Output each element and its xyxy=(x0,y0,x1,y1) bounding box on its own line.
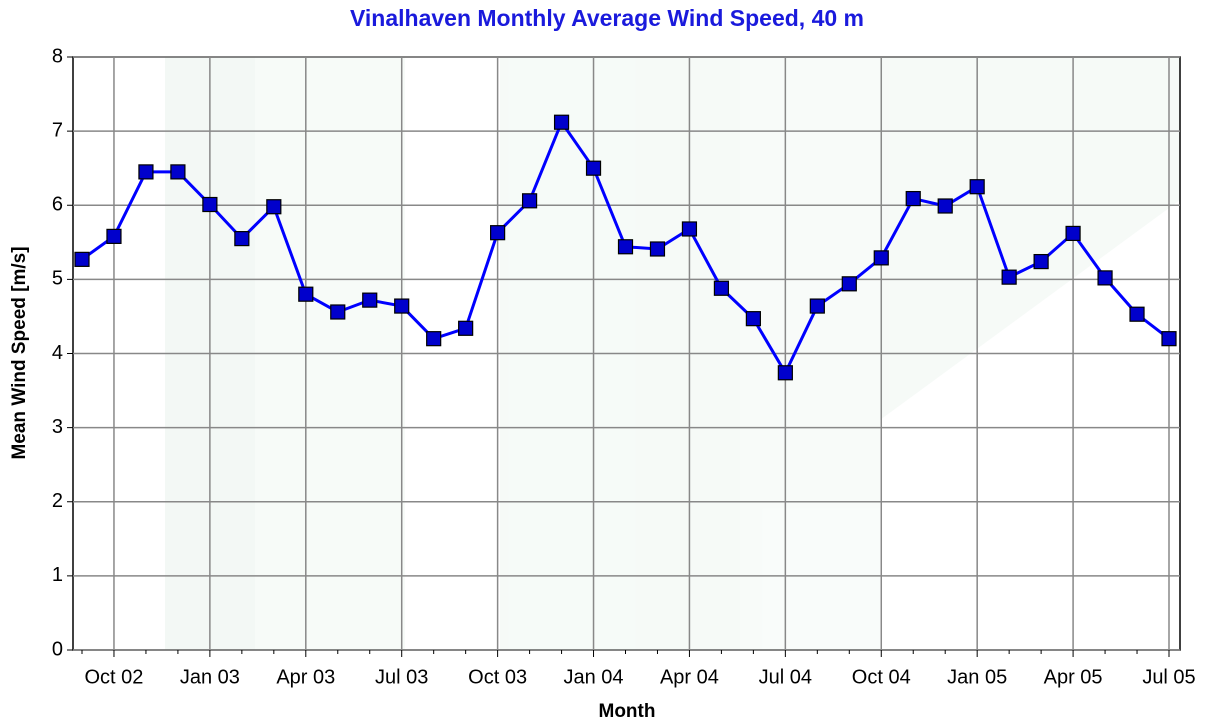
data-point xyxy=(107,229,121,243)
x-tick-label: Jul 05 xyxy=(1142,666,1195,688)
data-point xyxy=(139,165,153,179)
data-point xyxy=(363,293,377,307)
data-point xyxy=(1098,271,1112,285)
data-point xyxy=(874,251,888,265)
y-tick-label: 1 xyxy=(52,564,63,586)
data-point xyxy=(587,161,601,175)
data-point xyxy=(75,252,89,266)
data-point xyxy=(842,277,856,291)
y-tick-label: 2 xyxy=(52,490,63,512)
y-tick-label: 3 xyxy=(52,416,63,438)
data-point xyxy=(1066,226,1080,240)
data-point xyxy=(1002,270,1016,284)
data-point xyxy=(682,222,696,236)
data-point xyxy=(778,366,792,380)
x-tick-label: Jul 03 xyxy=(375,666,428,688)
x-tick-label: Apr 04 xyxy=(660,666,719,688)
x-axis-title: Month xyxy=(599,701,656,722)
x-tick-label: Oct 04 xyxy=(852,666,911,688)
x-tick-label: Jul 04 xyxy=(759,666,812,688)
y-tick-label: 8 xyxy=(52,45,63,67)
data-point xyxy=(171,165,185,179)
data-point xyxy=(714,281,728,295)
chart: Vinalhaven Monthly Average Wind Speed, 4… xyxy=(0,0,1215,725)
x-tick-label: Oct 02 xyxy=(85,666,144,688)
y-tick-label: 4 xyxy=(52,342,63,364)
data-point xyxy=(810,299,824,313)
data-point xyxy=(938,199,952,213)
data-point xyxy=(427,332,441,346)
x-tick-label: Jan 05 xyxy=(947,666,1007,688)
y-tick-label: 0 xyxy=(52,638,63,660)
y-tick-label: 6 xyxy=(52,194,63,216)
data-point xyxy=(523,194,537,208)
data-point xyxy=(299,287,313,301)
data-point xyxy=(1034,255,1048,269)
data-point xyxy=(331,305,345,319)
data-point xyxy=(906,192,920,206)
x-tick-label: Jan 04 xyxy=(563,666,623,688)
x-tick-label: Apr 05 xyxy=(1044,666,1103,688)
chart-title: Vinalhaven Monthly Average Wind Speed, 4… xyxy=(350,5,864,31)
data-point xyxy=(650,242,664,256)
data-point xyxy=(970,180,984,194)
x-tick-label: Oct 03 xyxy=(468,666,527,688)
data-point xyxy=(1130,307,1144,321)
y-tick-label: 5 xyxy=(52,268,63,290)
data-point xyxy=(746,312,760,326)
y-axis-title: Mean Wind Speed [m/s] xyxy=(9,246,30,459)
y-tick-label: 7 xyxy=(52,119,63,141)
data-point xyxy=(267,200,281,214)
data-point xyxy=(203,198,217,212)
data-point xyxy=(619,240,633,254)
data-point xyxy=(235,232,249,246)
data-point xyxy=(459,321,473,335)
data-point xyxy=(1162,332,1176,346)
data-point xyxy=(491,226,505,240)
data-point xyxy=(555,115,569,129)
x-tick-label: Jan 03 xyxy=(180,666,240,688)
data-point xyxy=(395,299,409,313)
x-tick-label: Apr 03 xyxy=(276,666,335,688)
